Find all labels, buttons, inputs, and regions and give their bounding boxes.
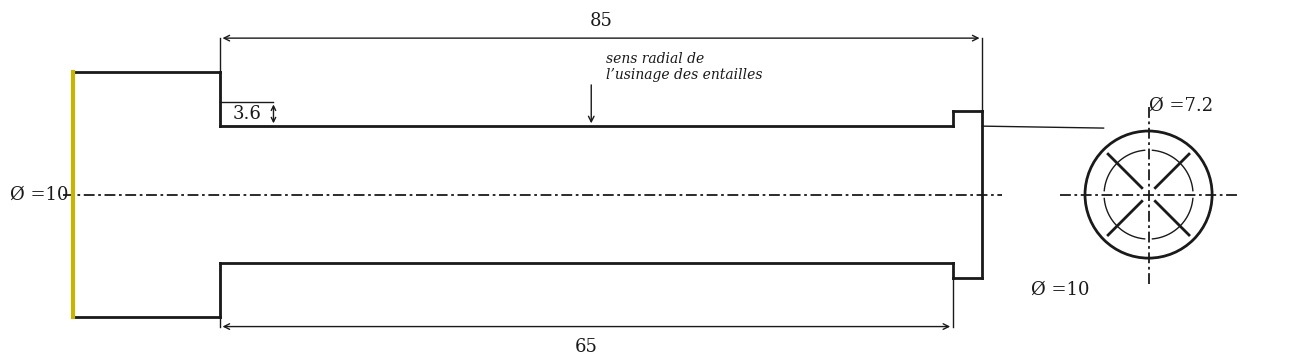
- Text: Ø =7.2: Ø =7.2: [1149, 97, 1212, 115]
- Text: sens radial de
l’usinage des entailles: sens radial de l’usinage des entailles: [606, 52, 762, 82]
- Text: 3.6: 3.6: [232, 105, 262, 123]
- Text: Ø =10: Ø =10: [1031, 281, 1090, 299]
- Text: Ø =10: Ø =10: [9, 186, 69, 204]
- Text: 85: 85: [589, 12, 613, 30]
- Text: 65: 65: [575, 338, 598, 356]
